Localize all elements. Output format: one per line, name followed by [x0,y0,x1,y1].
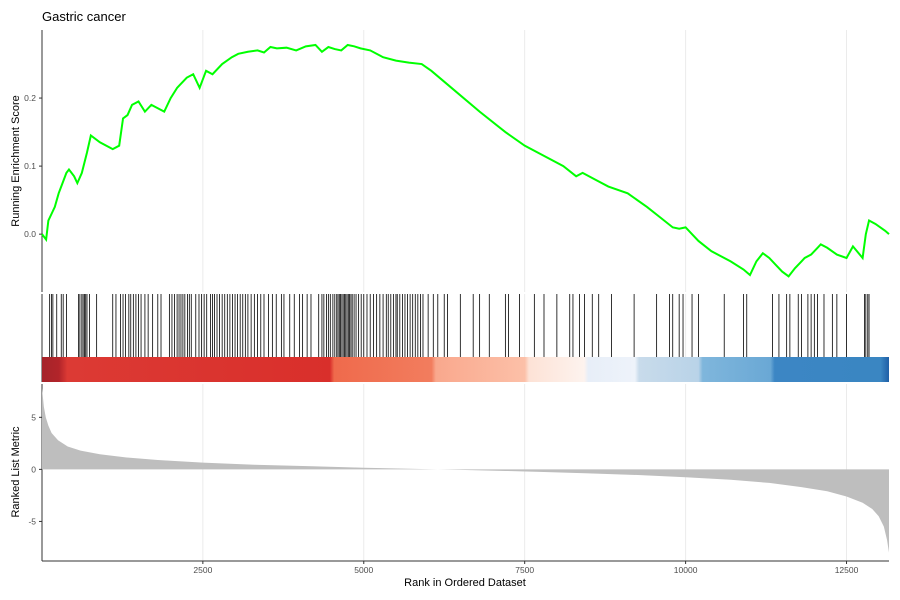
bottom-y-axis-label: Ranked List Metric [10,426,22,518]
top-y-ticks: 0.0 0.1 0.2 [24,93,42,239]
chart-title: Gastric cancer [42,9,126,24]
y-tick-label: 0.0 [24,229,36,239]
top-y-axis-label: Running Enrichment Score [10,95,22,226]
y-tick-label: 0.1 [24,161,36,171]
x-tick-label: 7500 [515,565,534,575]
y-tick-label: -5 [28,516,36,526]
y-tick-label: 0 [31,464,36,474]
x-tick-label: 10000 [674,565,698,575]
x-axis-label: Rank in Ordered Dataset [404,577,526,589]
y-tick-label: 0.2 [24,93,36,103]
ranked-metric-area [42,388,889,553]
bottom-y-ticks: -5 0 5 [28,412,42,526]
x-tick-label: 2500 [193,565,212,575]
rank-color-bar [42,357,889,382]
y-tick-label: 5 [31,412,36,422]
x-tick-label: 5000 [354,565,373,575]
grid-top-panel [202,30,848,292]
x-tick-label: 12500 [835,565,859,575]
enrichment-score-curve [41,43,890,278]
gene-hit-lines [49,294,870,357]
x-ticks: 2500 5000 7500 10000 12500 [193,561,859,575]
